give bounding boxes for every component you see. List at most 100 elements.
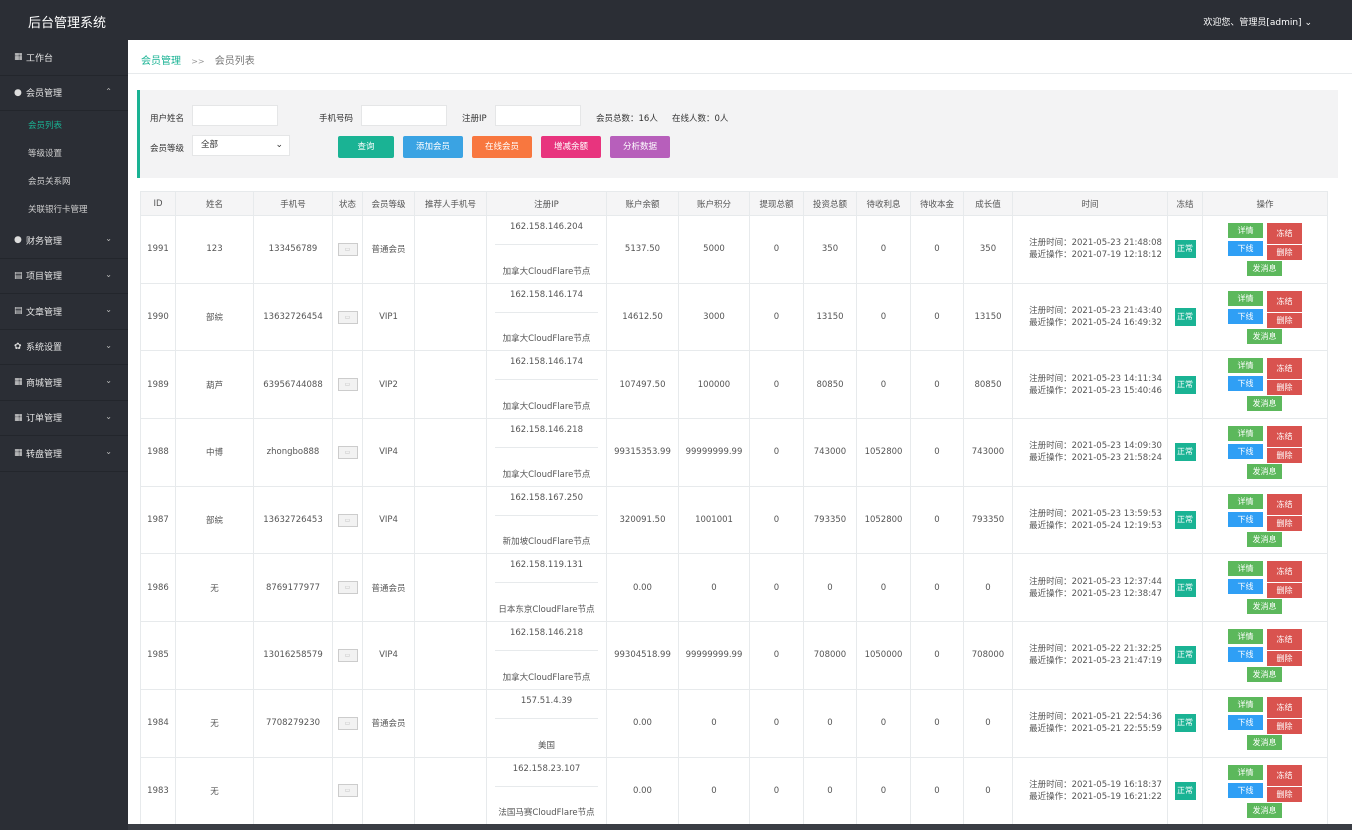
detail-button[interactable]: 详情 [1228, 223, 1263, 238]
ip-input[interactable] [495, 105, 581, 126]
delete-button[interactable]: 删除 [1267, 583, 1302, 599]
level-select[interactable]: 全部 ⌄ [192, 135, 290, 156]
cell-phone: 13632726454 [253, 282, 333, 352]
cell-referrer [414, 282, 487, 352]
send-message-button[interactable]: 发消息 [1247, 464, 1282, 480]
freeze-button[interactable]: 冻结 [1267, 290, 1302, 312]
chevron-down-icon: ⌄ [105, 411, 112, 421]
user-menu[interactable]: 欢迎您、管理员[admin] ⌄ [1203, 15, 1312, 28]
detail-button[interactable]: 详情 [1228, 290, 1263, 306]
last-op-line: 最近操作：2021-07-19 12:18:12 [1024, 249, 1167, 261]
detail-button[interactable]: 详情 [1228, 493, 1263, 509]
sidebar-item-wheel[interactable]: ▦ 转盘管理 ⌄ [0, 436, 128, 472]
delete-button[interactable]: 删除 [1267, 718, 1302, 734]
freeze-button[interactable]: 冻结 [1267, 561, 1302, 583]
send-message-button[interactable]: 发消息 [1247, 396, 1282, 412]
detail-button[interactable]: 详情 [1228, 426, 1263, 442]
reg-time: 2021-05-23 14:09:30 [1071, 441, 1162, 452]
detail-button[interactable]: 详情 [1228, 696, 1263, 712]
freeze-button[interactable]: 冻结 [1267, 358, 1302, 380]
sidebar-item-finance[interactable]: ● 财务管理 ⌄ [0, 223, 128, 259]
freeze-button[interactable]: 冻结 [1267, 426, 1302, 448]
sidebar-item-articles[interactable]: ▤ 文章管理 ⌄ [0, 294, 128, 330]
delete-button[interactable]: 删除 [1267, 448, 1302, 464]
cell-invest: 743000 [803, 418, 857, 487]
cell-invest: 708000 [803, 621, 857, 690]
analyze-data-button[interactable]: 分析数据 [610, 136, 670, 158]
submenu-level-settings[interactable]: 等级设置 [28, 149, 63, 159]
phone-input[interactable] [361, 105, 447, 126]
detail-button[interactable]: 详情 [1228, 764, 1263, 780]
detail-button[interactable]: 详情 [1228, 561, 1263, 577]
freeze-button[interactable]: 冻结 [1267, 764, 1302, 786]
status-badge: 正常 [1174, 511, 1196, 530]
delete-button[interactable]: 删除 [1267, 786, 1302, 802]
cell-interest: 1052800 [856, 485, 911, 555]
send-message-button[interactable]: 发消息 [1247, 734, 1282, 750]
cell-name: 部綄 [175, 282, 254, 352]
send-message-button[interactable]: 发消息 [1247, 531, 1282, 547]
offline-button[interactable]: 下线 [1228, 241, 1263, 256]
ip-address: 162.158.146.218 [495, 628, 598, 652]
submenu-member-network[interactable]: 会员关系网 [28, 177, 71, 187]
delete-button[interactable]: 删除 [1267, 651, 1302, 667]
last-op-line: 最近操作：2021-05-23 21:47:19 [1024, 655, 1167, 667]
cell-invest: 350 [803, 215, 857, 284]
send-message-button[interactable]: 发消息 [1247, 328, 1282, 344]
sidebar-item-projects[interactable]: ▤ 项目管理 ⌄ [0, 259, 128, 294]
offline-button[interactable]: 下线 [1228, 511, 1263, 527]
delete-button[interactable]: 删除 [1267, 245, 1302, 260]
delete-button[interactable]: 删除 [1267, 380, 1302, 396]
cell-interest: 0 [856, 756, 911, 826]
offline-button[interactable]: 下线 [1228, 579, 1263, 595]
submenu-member-list[interactable]: 会员列表 [28, 121, 63, 131]
detail-button[interactable]: 详情 [1228, 358, 1263, 374]
column-header: 时间 [1012, 191, 1168, 216]
chevron-down-icon: ⌄ [105, 340, 112, 350]
add-member-button[interactable]: 添加会员 [403, 136, 463, 158]
send-message-button[interactable]: 发消息 [1247, 599, 1282, 615]
chevron-up-icon: ⌃ [105, 86, 112, 96]
online-members-button[interactable]: 在线会员 [472, 136, 532, 158]
cell-phone: 13632726453 [253, 485, 333, 555]
table-row: 1988 中博 zhongbo888 ▭ VIP4 162.158.146.218 加拿大C… [140, 418, 1328, 487]
freeze-button[interactable]: 冻结 [1267, 223, 1302, 244]
freeze-button[interactable]: 冻结 [1267, 493, 1302, 515]
delete-button[interactable]: 删除 [1267, 515, 1302, 531]
username-input[interactable] [192, 105, 278, 126]
detail-button[interactable]: 详情 [1228, 629, 1263, 645]
table-row: 1989 葫芦 63956744088 ▭ VIP2 162.158.146.174 加拿大… [140, 350, 1328, 420]
send-message-button[interactable]: 发消息 [1247, 261, 1282, 276]
offline-button[interactable]: 下线 [1228, 376, 1263, 392]
send-message-button[interactable]: 发消息 [1247, 667, 1282, 683]
sidebar-item-shop[interactable]: ▦ 商城管理 ⌄ [0, 365, 128, 401]
sidebar-item-dashboard[interactable]: ▦ 工作台 [0, 40, 128, 76]
ip-address: 157.51.4.39 [495, 696, 598, 719]
reg-time-prefix: 注册时间： [1029, 509, 1072, 520]
reg-time-prefix: 注册时间： [1029, 238, 1072, 249]
sidebar-item-orders[interactable]: ▦ 订单管理 ⌄ [0, 401, 128, 436]
cell-phone: 133456789 [253, 215, 333, 284]
status-badge: 正常 [1174, 714, 1196, 733]
breadcrumb-parent[interactable]: 会员管理 [141, 56, 181, 67]
freeze-button[interactable]: 冻结 [1267, 696, 1302, 718]
member-submenu: 会员列表 等级设置 会员关系网 关联银行卡管理 [0, 111, 128, 223]
sidebar-item-members[interactable]: ● 会员管理 ⌃ [0, 75, 128, 111]
cell-status: ▭ [332, 418, 363, 487]
sidebar-item-settings[interactable]: ✿ 系统设置 ⌄ [0, 330, 128, 365]
offline-button[interactable]: 下线 [1228, 782, 1263, 798]
offline-button[interactable]: 下线 [1228, 647, 1263, 663]
ip-location: 新加坡CloudFlare节点 [502, 537, 591, 548]
freeze-button[interactable]: 冻结 [1267, 629, 1302, 651]
table-row: 1983 无 ▭ 162.158.23.107 法国马赛CloudFlare节点 0.00… [140, 756, 1328, 826]
send-message-button[interactable]: 发消息 [1247, 802, 1282, 818]
last-op-prefix: 最近操作： [1029, 656, 1072, 667]
adjust-balance-button[interactable]: 增减余额 [541, 136, 601, 158]
offline-button[interactable]: 下线 [1228, 714, 1263, 730]
cell-phone: 8769177977 [253, 553, 333, 623]
query-button[interactable]: 查询 [338, 136, 394, 158]
offline-button[interactable]: 下线 [1228, 444, 1263, 460]
delete-button[interactable]: 删除 [1267, 312, 1302, 328]
submenu-bank-cards[interactable]: 关联银行卡管理 [28, 205, 88, 215]
offline-button[interactable]: 下线 [1228, 308, 1263, 324]
